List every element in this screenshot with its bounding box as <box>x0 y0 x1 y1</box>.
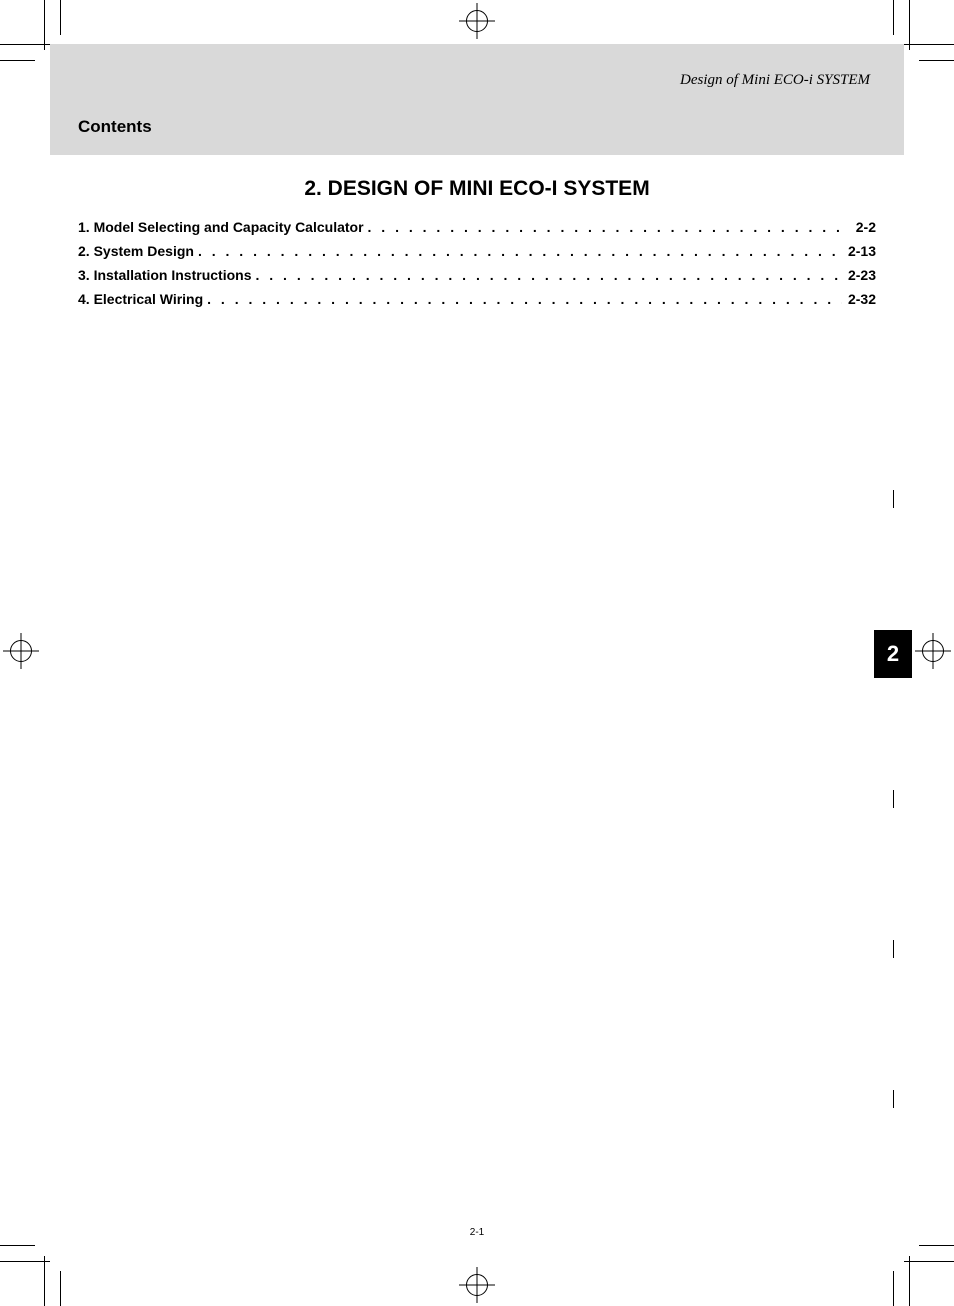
crop-mark <box>44 0 45 50</box>
crop-mark <box>0 1245 35 1246</box>
toc-entry-page: 2-13 <box>842 243 876 259</box>
chapter-thumb-tab: 2 <box>874 630 912 678</box>
toc-row: 2. System Design 2-13 <box>78 243 876 259</box>
toc-entry-title: 4. Electrical Wiring <box>78 291 203 307</box>
chapter-title: 2. DESIGN OF MINI ECO-I SYSTEM <box>78 177 876 201</box>
toc-entry-page: 2-23 <box>842 267 876 283</box>
registration-mark <box>466 10 488 32</box>
running-head: Design of Mini ECO-i SYSTEM <box>78 72 876 89</box>
page: Design of Mini ECO-i SYSTEM Contents 2. … <box>50 30 904 1276</box>
toc-row: 1. Model Selecting and Capacity Calculat… <box>78 219 876 235</box>
crop-mark <box>0 60 35 61</box>
toc-entry-page: 2-2 <box>850 219 876 235</box>
body-area: 2. DESIGN OF MINI ECO-I SYSTEM 1. Model … <box>50 155 904 307</box>
footer-page-number: 2-1 <box>50 1227 904 1238</box>
toc-row: 4. Electrical Wiring 2-32 <box>78 291 876 307</box>
crop-mark <box>904 44 954 45</box>
toc-entry-num: 4. <box>78 291 90 307</box>
crop-mark <box>919 60 954 61</box>
toc-entry-title: 3. Installation Instructions <box>78 267 251 283</box>
toc-entry-page: 2-32 <box>842 291 876 307</box>
toc-leader-dots <box>194 243 842 259</box>
crop-mark <box>909 0 910 50</box>
crop-mark <box>909 1256 910 1306</box>
toc-entry-num: 3. <box>78 267 90 283</box>
toc-entry-title: 2. System Design <box>78 243 194 259</box>
crop-mark <box>893 1271 894 1306</box>
contents-label: Contents <box>78 117 876 137</box>
toc-entry-text: Model Selecting and Capacity Calculator <box>94 219 364 235</box>
toc-entry-text: Installation Instructions <box>94 267 252 283</box>
header-band: Design of Mini ECO-i SYSTEM Contents <box>50 44 904 155</box>
toc-leader-dots <box>364 219 850 235</box>
registration-mark <box>466 1274 488 1296</box>
crop-mark <box>904 1261 954 1262</box>
toc-entry-text: System Design <box>94 243 194 259</box>
toc-entry-num: 1. <box>78 219 90 235</box>
crop-mark <box>0 44 50 45</box>
toc-entry-num: 2. <box>78 243 90 259</box>
crop-mark <box>44 1256 45 1306</box>
toc-list: 1. Model Selecting and Capacity Calculat… <box>78 219 876 307</box>
toc-row: 3. Installation Instructions 2-23 <box>78 267 876 283</box>
crop-mark <box>919 1245 954 1246</box>
toc-entry-title: 1. Model Selecting and Capacity Calculat… <box>78 219 364 235</box>
registration-mark <box>922 640 944 662</box>
crop-mark <box>0 1261 50 1262</box>
crop-mark <box>60 1271 61 1306</box>
toc-entry-text: Electrical Wiring <box>94 291 204 307</box>
toc-leader-dots <box>251 267 841 283</box>
registration-mark <box>10 640 32 662</box>
toc-leader-dots <box>203 291 842 307</box>
